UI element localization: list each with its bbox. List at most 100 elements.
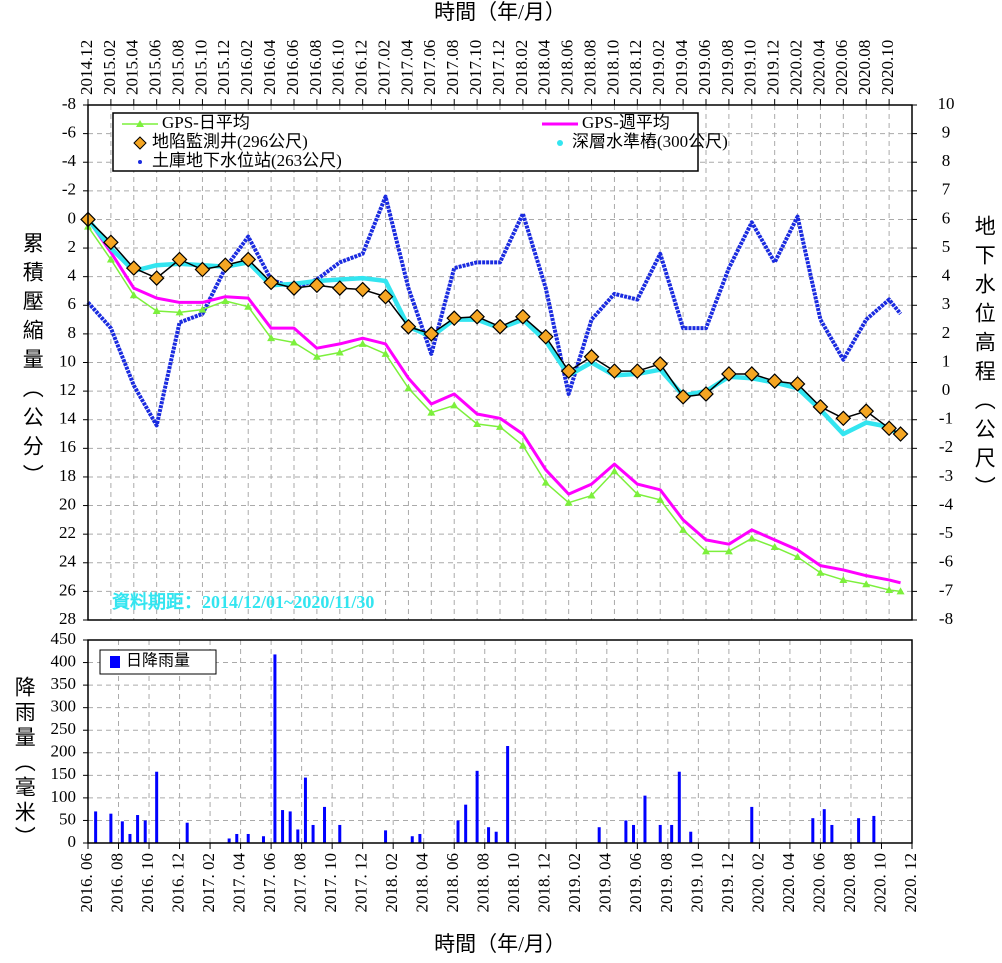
marker — [198, 305, 207, 313]
x-tick-label: 2020. 06 — [809, 853, 828, 913]
x-tick-label: 2017. 06 — [260, 853, 279, 913]
legend-swatch — [110, 656, 120, 668]
marker — [770, 543, 779, 551]
bar — [128, 833, 132, 843]
x-tick-label: 2015.04 — [123, 39, 142, 95]
marker — [679, 525, 688, 533]
legend-label: 日降雨量 — [126, 652, 190, 670]
x-tick-label: 2020. 08 — [840, 853, 859, 913]
bar — [261, 836, 265, 843]
bar — [246, 833, 250, 843]
marker — [267, 334, 276, 342]
x-tick-label: 2017.12 — [489, 40, 508, 95]
x-tick-label: 2020. 12 — [901, 853, 920, 913]
x-tick-label: 2020.08 — [855, 40, 874, 95]
bar — [658, 824, 662, 843]
x-tick-label: 2019.10 — [741, 40, 760, 95]
rain-axis-title: 降雨量（毫米） — [12, 676, 36, 851]
x-tick-label: 2018. 06 — [443, 853, 462, 913]
x-tick-label: 2020.10 — [878, 40, 897, 95]
bar — [136, 815, 140, 843]
bar — [811, 818, 815, 843]
marker — [858, 403, 875, 419]
y2-tick-label: -2 — [939, 437, 953, 456]
x-tick-label: 2020.02 — [786, 40, 805, 95]
marker — [244, 302, 253, 310]
legend-label: 深層水準樁(300公尺) — [572, 132, 728, 151]
x-tick-label: 2015.08 — [168, 40, 187, 95]
y-axis-title: 累積壓縮量（公分） — [20, 232, 44, 493]
x-tick-label: 2018. 04 — [413, 853, 432, 913]
marker — [839, 575, 848, 583]
bar — [643, 795, 647, 843]
x-tick-label: 2017.08 — [443, 40, 462, 95]
marker — [423, 326, 440, 342]
y-tick-label: 20 — [59, 494, 76, 513]
marker — [427, 408, 436, 416]
x-tick-label: 2016.02 — [237, 40, 256, 95]
bar — [227, 838, 231, 843]
x-tick-label: 2018. 10 — [504, 853, 523, 913]
legend-label: 地陷監測井(296公尺) — [152, 132, 308, 151]
bar — [857, 818, 861, 843]
bar — [464, 804, 468, 843]
x-tick-label: 2018.12 — [626, 40, 645, 95]
y-tick-label: 10 — [59, 351, 76, 370]
x-tick-label: 2016. 08 — [107, 853, 126, 913]
y2-tick-label: 10 — [938, 94, 955, 113]
marker — [560, 363, 577, 379]
bar — [311, 824, 315, 843]
marker — [606, 363, 623, 379]
marker — [881, 420, 897, 437]
legend-swatch — [138, 160, 142, 164]
x-tick-label: 2015.10 — [191, 40, 210, 95]
x-tick-label: 2017.10 — [466, 40, 485, 95]
bar — [235, 833, 239, 843]
y-tick-label: 100 — [51, 787, 77, 806]
x-tick-label: 2019. 10 — [687, 853, 706, 913]
marker — [583, 348, 600, 365]
y2-tick-label: 2 — [942, 323, 951, 342]
x-tick-label: 2018. 02 — [382, 853, 401, 913]
y2-tick-label: 4 — [942, 266, 951, 285]
bar — [750, 806, 754, 843]
y2-tick-label: 7 — [942, 180, 951, 199]
bar — [338, 824, 342, 843]
x-tick-label: 2017. 10 — [321, 853, 340, 913]
bar — [323, 806, 327, 843]
marker — [354, 281, 371, 298]
marker — [286, 280, 302, 296]
marker — [309, 277, 325, 294]
annotation: 資料期距：2014/12/01~2020/11/30 — [112, 591, 374, 612]
marker — [335, 348, 344, 356]
top-x-axis-title: 時間（年/月） — [434, 0, 566, 24]
x-tick-label: 2019. 12 — [718, 853, 737, 913]
marker — [358, 339, 367, 347]
marker — [515, 308, 531, 325]
x-tick-label: 2017. 12 — [352, 853, 371, 913]
bar — [487, 827, 491, 843]
bar — [677, 771, 681, 843]
x-tick-label: 2019.06 — [695, 40, 714, 95]
x-tick-label: 2019. 08 — [657, 853, 676, 913]
x-tick-label: 2016.12 — [352, 40, 371, 95]
y2-tick-label: -7 — [939, 580, 954, 599]
bar — [185, 822, 189, 843]
marker — [892, 426, 909, 442]
marker — [492, 318, 508, 335]
y-tick-label: 150 — [51, 764, 77, 783]
y2-tick-label: 6 — [942, 208, 951, 227]
y2-tick-label: 5 — [942, 237, 951, 256]
marker — [263, 274, 279, 291]
x-tick-label: 2018.06 — [558, 40, 577, 95]
marker — [331, 280, 348, 296]
x-tick-label: 2018.08 — [580, 40, 599, 95]
x-tick-label: 2019.02 — [649, 40, 668, 95]
plot-frame — [87, 639, 913, 844]
y-tick-label: 26 — [59, 580, 76, 599]
marker — [885, 585, 894, 593]
bar — [624, 820, 628, 843]
bar — [94, 811, 98, 843]
x-tick-label: 2020. 10 — [870, 853, 889, 913]
y-tick-label: 450 — [51, 629, 77, 648]
